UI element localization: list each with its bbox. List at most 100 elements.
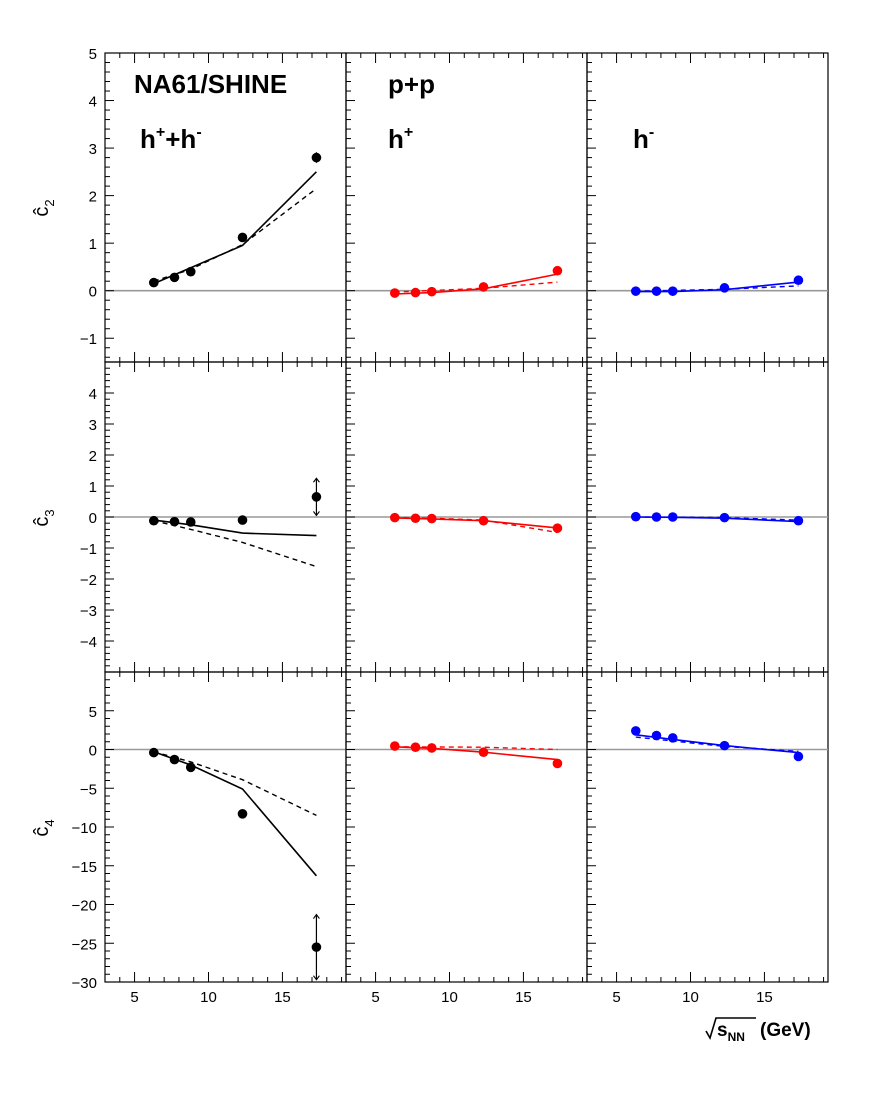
data-point — [719, 740, 730, 751]
y-tick-label: −10 — [72, 820, 97, 837]
error-bar-cap-top — [312, 913, 320, 919]
data-point — [426, 513, 437, 524]
data-point — [237, 809, 248, 819]
data-point — [311, 152, 322, 163]
model-curve-dashed — [635, 516, 799, 521]
data-point — [793, 275, 804, 286]
data-point — [552, 523, 563, 533]
y-tick-label: 3 — [89, 141, 97, 158]
y-tick-label: −15 — [72, 859, 97, 876]
x-axis-title-unit: (GeV) — [760, 1020, 811, 1041]
column-label-hplus-hminus: h++h- — [140, 124, 202, 154]
data-point — [311, 942, 322, 952]
data-point — [719, 283, 730, 293]
model-curve-dashed — [394, 281, 558, 293]
y-tick-label: 1 — [89, 479, 97, 496]
model-curve-solid — [153, 751, 318, 877]
column-label-hplus: h+ — [388, 124, 413, 154]
panel-frame — [345, 52, 588, 363]
model-curve-dashed — [635, 285, 799, 292]
data-point — [185, 762, 196, 773]
y-tick-label: −4 — [80, 634, 97, 651]
x-tick-label: 15 — [756, 989, 773, 1006]
panel-frame — [586, 671, 829, 983]
data-point — [630, 511, 641, 522]
y-tick-label: −3 — [80, 603, 97, 620]
data-point — [630, 726, 641, 736]
y-tick-label: −25 — [72, 936, 97, 953]
x-tick-label: 5 — [130, 989, 138, 1006]
x-axis-title-radicand: sNN — [717, 1020, 745, 1044]
x-tick-label: 10 — [200, 989, 217, 1006]
data-point — [478, 747, 489, 758]
data-point — [793, 751, 804, 762]
y-tick-label: 4 — [89, 386, 97, 403]
y-tick-label: 3 — [89, 417, 97, 434]
column-label-hminus: h- — [633, 124, 654, 154]
data-point — [651, 730, 662, 741]
x-axis-title: sNN (GeV) — [705, 1017, 811, 1044]
panel-frame — [345, 671, 588, 983]
y-tick-label: −5 — [80, 781, 97, 798]
panel-frame — [586, 52, 829, 363]
data-point — [552, 758, 563, 769]
data-point — [630, 286, 641, 296]
y-tick-label: 0 — [89, 743, 97, 760]
y-tick-label: 0 — [89, 284, 97, 301]
data-layer — [148, 151, 804, 981]
data-point — [237, 232, 248, 243]
y-tick-label: 0 — [89, 510, 97, 527]
y-tick-label: 4 — [89, 94, 97, 111]
data-point — [478, 515, 489, 526]
model-curve-solid — [153, 171, 317, 285]
data-point — [237, 515, 248, 525]
system-label: p+p — [388, 69, 435, 99]
x-tick-label: 10 — [682, 989, 699, 1006]
data-point — [169, 272, 180, 283]
model-curve-dashed — [153, 187, 317, 282]
data-point — [719, 512, 730, 523]
y-tick-label: 2 — [89, 189, 97, 206]
data-point — [389, 512, 400, 523]
y-tick-label: −2 — [80, 572, 97, 589]
data-point — [148, 747, 159, 758]
y-tick-label: 5 — [89, 704, 97, 721]
model-curve-dashed — [153, 520, 317, 568]
data-point — [389, 288, 400, 298]
data-point — [667, 286, 678, 296]
panel-frame — [104, 52, 347, 363]
data-point — [426, 286, 437, 297]
y-axis-label-c3: ĉ3 — [31, 509, 57, 526]
data-point — [410, 513, 421, 524]
data-point — [185, 266, 196, 277]
data-point — [793, 515, 804, 526]
x-tick-label: 15 — [274, 989, 291, 1006]
model-curve-dashed — [394, 746, 558, 751]
y-tick-label: 1 — [89, 236, 97, 253]
y-tick-label: −1 — [80, 331, 97, 348]
y-tick-label: −20 — [72, 898, 97, 915]
data-point — [169, 516, 180, 527]
data-point — [185, 517, 196, 527]
x-tick-label: 10 — [441, 989, 458, 1006]
error-bar-cap-bottom — [312, 975, 320, 981]
y-axis-label-c2: ĉ2 — [31, 199, 57, 216]
experiment-label: NA61/SHINE — [134, 69, 287, 99]
data-point — [667, 512, 678, 522]
data-point — [148, 515, 159, 526]
y-tick-label: 2 — [89, 448, 97, 465]
panel-frame — [104, 671, 347, 983]
data-point — [311, 492, 322, 502]
data-point — [426, 743, 437, 753]
data-point — [651, 512, 662, 522]
y-tick-label: −1 — [80, 541, 97, 558]
data-point — [410, 742, 421, 752]
error-bar-cap-bottom — [312, 511, 320, 517]
x-tick-label: 5 — [612, 989, 620, 1006]
data-point — [667, 733, 678, 743]
data-point — [651, 286, 662, 296]
data-point — [478, 282, 489, 292]
panel-frames: −1012345−4−3−2−101234−30−25−20−15−10−505… — [72, 46, 829, 1006]
